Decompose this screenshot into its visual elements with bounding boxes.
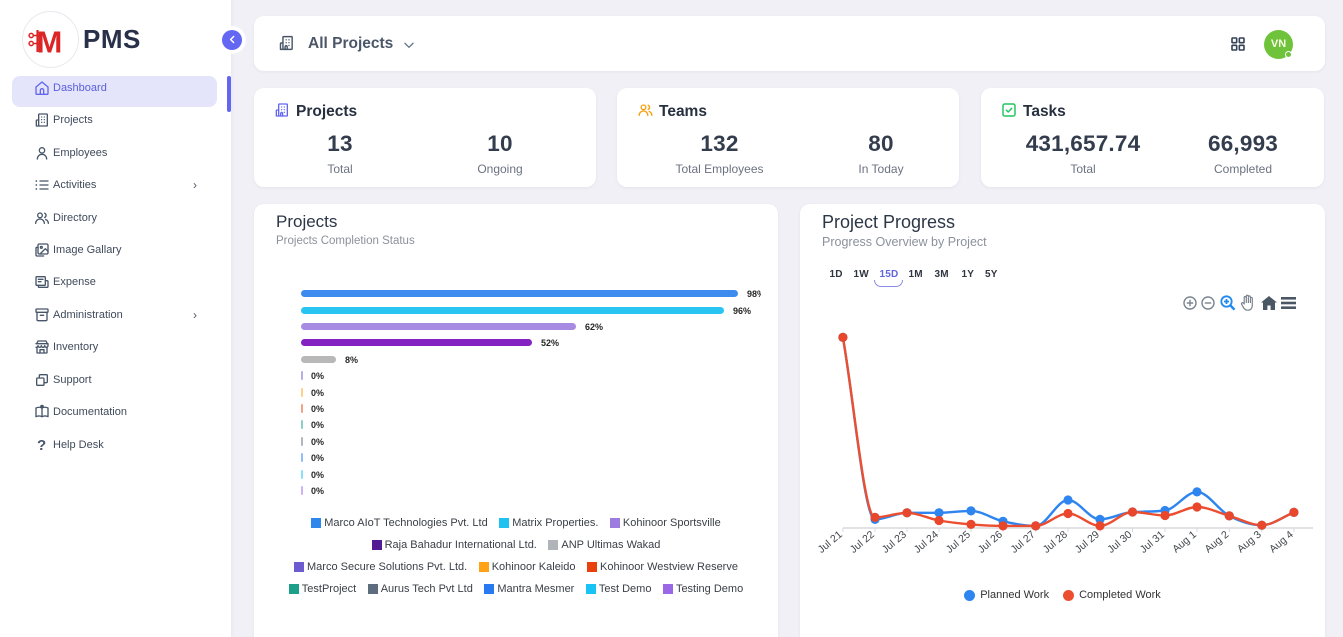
svg-text:Aug 1: Aug 1	[1170, 529, 1199, 556]
svg-text:Jul 25: Jul 25	[944, 529, 973, 556]
svg-text:Aug 4: Aug 4	[1267, 529, 1296, 556]
svg-text:Jul 26: Jul 26	[976, 529, 1005, 556]
svg-text:Jul 21: Jul 21	[816, 529, 845, 556]
svg-text:Aug 2: Aug 2	[1202, 529, 1231, 556]
svg-text:M: M	[37, 26, 63, 56]
svg-text:Jul 24: Jul 24	[912, 529, 941, 556]
svg-text:Jul 22: Jul 22	[848, 529, 877, 556]
svg-text:Jul 28: Jul 28	[1041, 529, 1070, 556]
svg-text:Aug 3: Aug 3	[1235, 529, 1264, 556]
svg-text:Jul 29: Jul 29	[1073, 529, 1102, 556]
svg-text:Jul 30: Jul 30	[1105, 529, 1134, 556]
svg-text:Jul 23: Jul 23	[880, 529, 909, 556]
svg-text:Jul 27: Jul 27	[1008, 529, 1037, 556]
svg-text:Jul 31: Jul 31	[1138, 529, 1167, 556]
